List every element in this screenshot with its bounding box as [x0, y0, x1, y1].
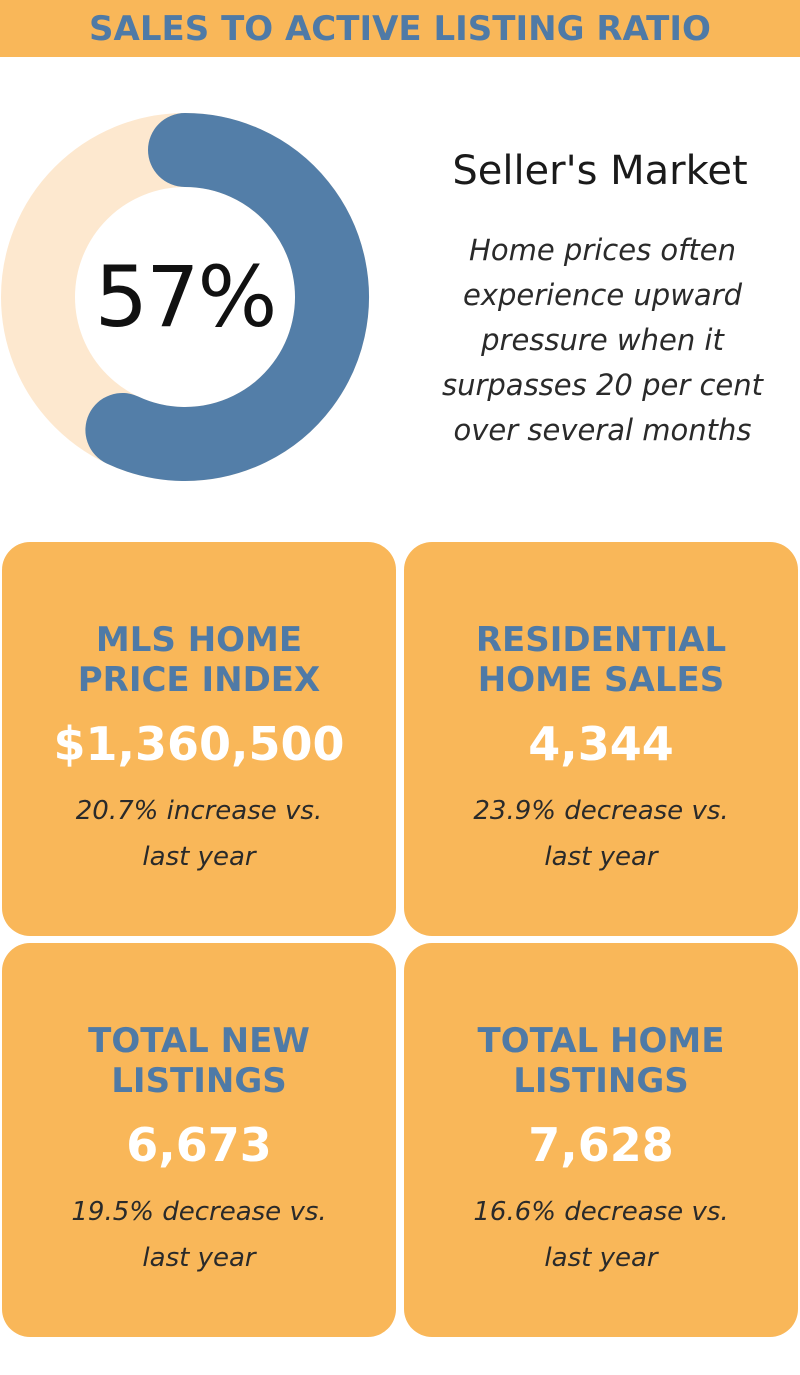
stat-card-title: MLS HOME PRICE INDEX: [77, 620, 321, 700]
donut-center-label: 57%: [94, 248, 278, 346]
stat-card-title: RESIDENTIAL HOME SALES: [475, 620, 727, 700]
donut-value-arc: [85, 113, 369, 481]
stat-card-value: $1,360,500: [53, 717, 345, 771]
stat-card-change: 16.6% decrease vs. last year: [473, 1197, 729, 1273]
market-status-title: Seller's Market: [452, 148, 748, 194]
market-status-description: Home prices often experience upward pres…: [441, 233, 764, 447]
stat-card-price-index: MLS HOME PRICE INDEX $1,360,500 20.7% in…: [2, 542, 396, 936]
stat-card-title: TOTAL NEW LISTINGS: [88, 1021, 310, 1101]
stat-card-change: 19.5% decrease vs. last year: [71, 1197, 327, 1273]
page-title: SALES TO ACTIVE LISTING RATIO: [89, 8, 711, 49]
donut-chart: 57%: [0, 112, 370, 482]
stat-card-total-listings: TOTAL HOME LISTINGS 7,628 16.6% decrease…: [404, 943, 798, 1337]
donut-svg: [1, 113, 369, 481]
stat-card-value: 7,628: [528, 1118, 674, 1172]
stat-card-home-sales: RESIDENTIAL HOME SALES 4,344 23.9% decre…: [404, 542, 798, 936]
stat-card-title: TOTAL HOME LISTINGS: [477, 1021, 725, 1101]
stat-card-value: 4,344: [528, 717, 674, 771]
stat-card-change: 23.9% decrease vs. last year: [473, 796, 729, 872]
stat-card-change: 20.7% increase vs. last year: [75, 796, 323, 872]
stat-card-new-listings: TOTAL NEW LISTINGS 6,673 19.5% decrease …: [2, 943, 396, 1337]
header-banner: SALES TO ACTIVE LISTING RATIO: [0, 0, 800, 57]
stat-card-value: 6,673: [126, 1118, 272, 1172]
